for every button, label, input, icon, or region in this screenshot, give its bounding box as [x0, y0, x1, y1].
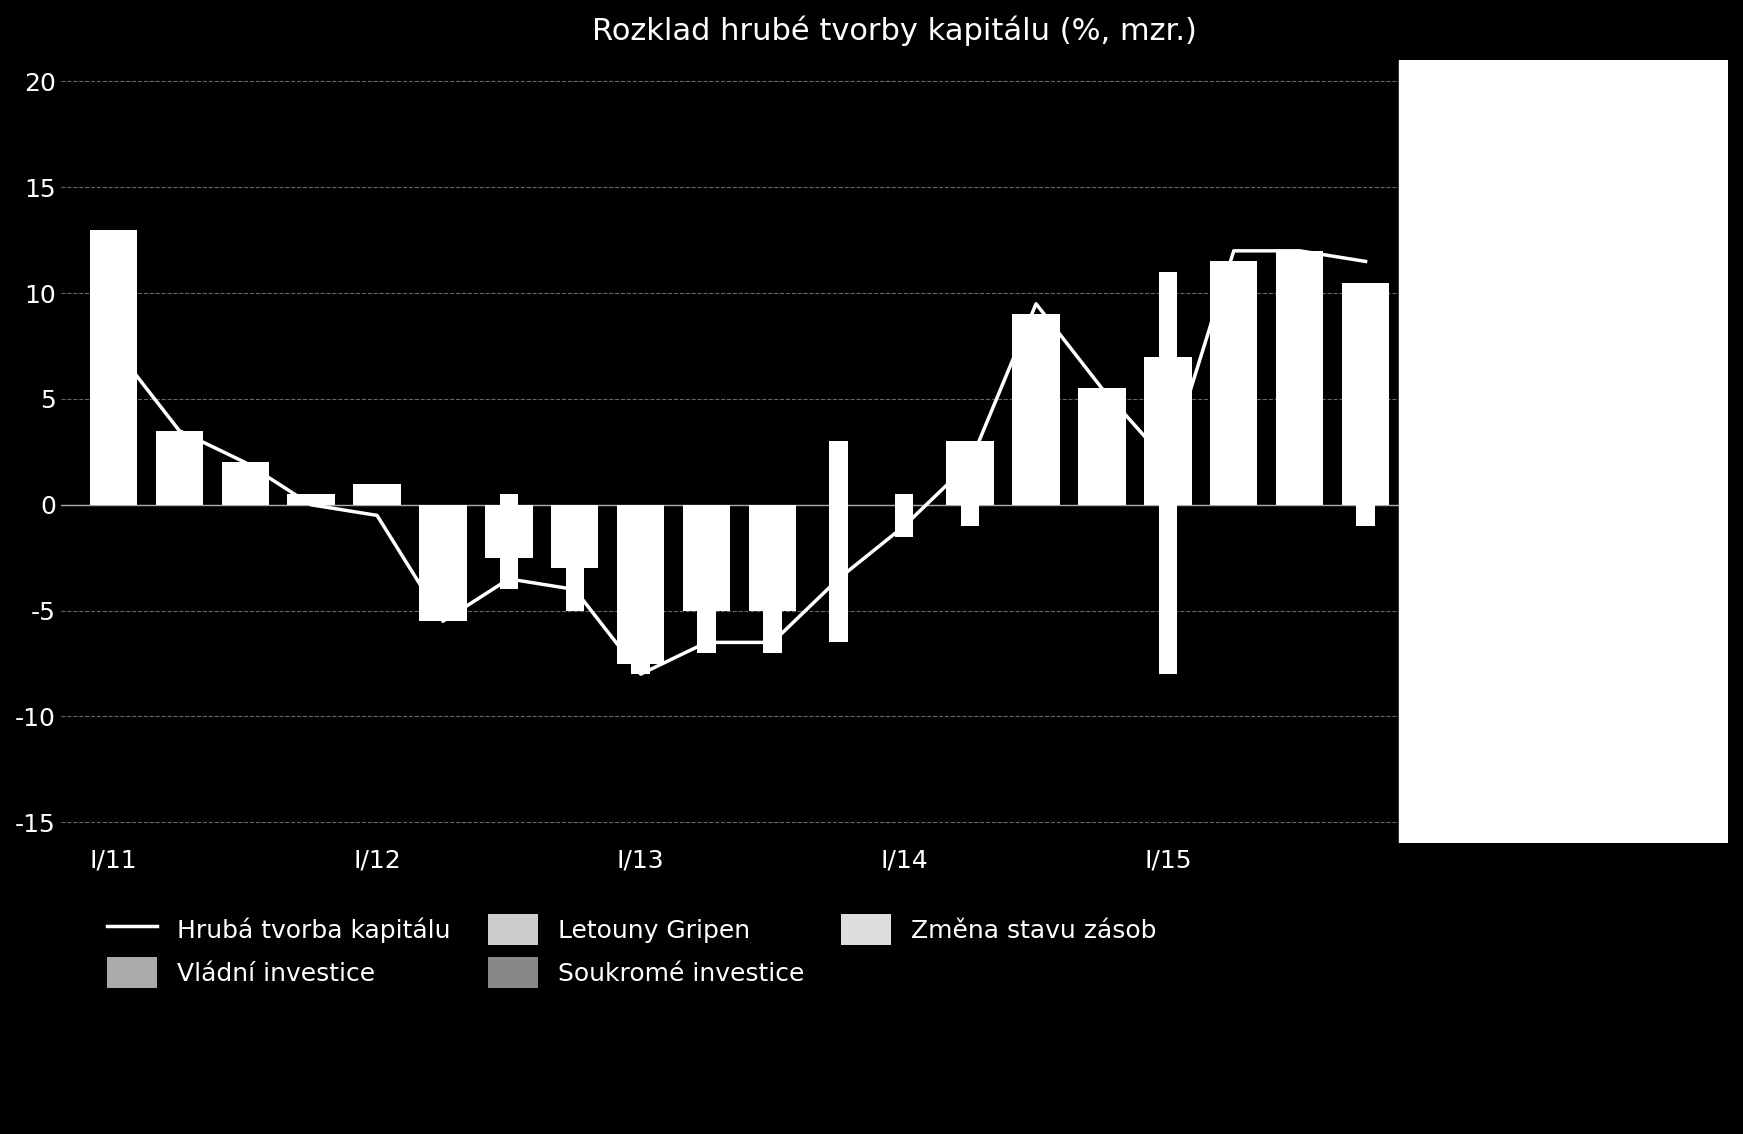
Bar — [1356, 505, 1375, 526]
Bar — [1342, 282, 1389, 505]
Bar — [894, 494, 913, 505]
Bar — [763, 610, 781, 653]
Bar — [288, 494, 335, 505]
Bar — [1276, 251, 1323, 505]
Bar — [749, 505, 797, 610]
Bar — [1159, 505, 1177, 674]
Bar — [1210, 262, 1257, 505]
Bar — [617, 505, 664, 663]
Bar — [1143, 357, 1192, 505]
Title: Rozklad hrubé tvorby kapitálu (%, mzr.): Rozklad hrubé tvorby kapitálu (%, mzr.) — [593, 15, 1197, 45]
Bar — [1159, 272, 1177, 357]
Bar — [683, 505, 730, 610]
Bar — [1398, 60, 1727, 844]
Bar — [631, 663, 650, 674]
Bar — [697, 610, 716, 653]
Bar — [500, 494, 518, 505]
Bar — [500, 558, 518, 590]
Bar — [485, 505, 533, 558]
Bar — [894, 505, 913, 536]
Legend: Hrubá tvorba kapitálu, Vládní investice, Letouny Gripen, Soukromé investice, Změ: Hrubá tvorba kapitálu, Vládní investice,… — [106, 914, 1157, 988]
Bar — [1013, 314, 1060, 505]
Bar — [551, 505, 598, 568]
Bar — [960, 505, 980, 526]
Bar — [420, 505, 467, 621]
Bar — [354, 483, 401, 505]
Bar — [830, 505, 847, 642]
Bar — [155, 431, 204, 505]
Bar — [946, 441, 994, 505]
Bar — [221, 463, 268, 505]
Bar — [565, 568, 584, 610]
Bar — [1079, 389, 1126, 505]
Bar — [89, 230, 138, 505]
Bar — [830, 441, 847, 505]
